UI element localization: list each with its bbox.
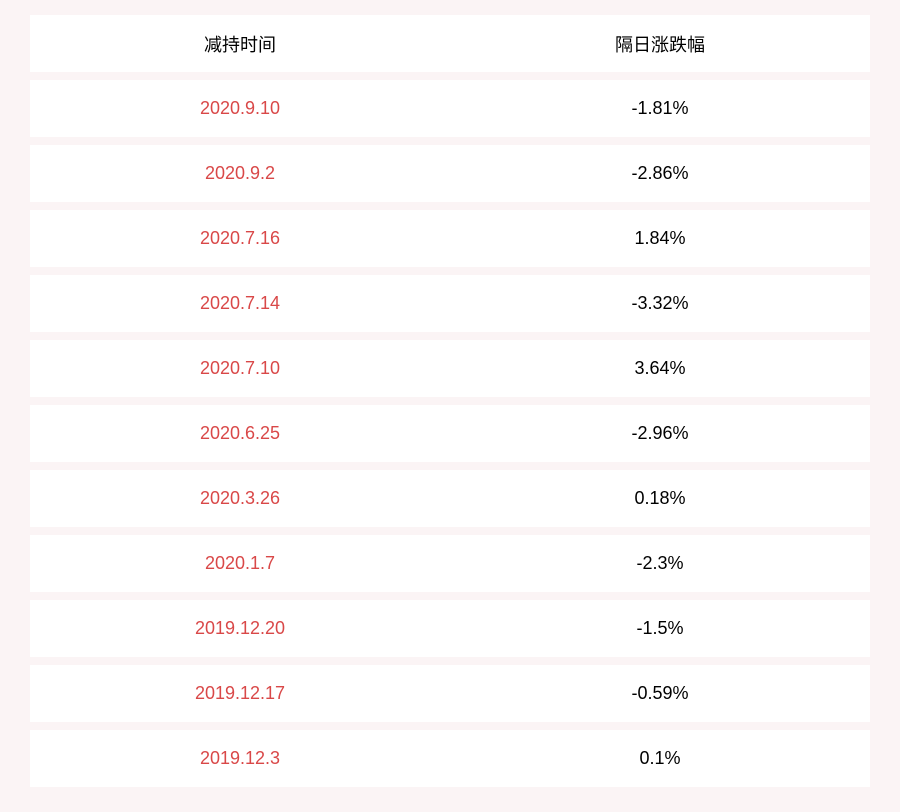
change-cell: -2.96% bbox=[450, 423, 870, 444]
table-row: 2020.9.10-1.81% bbox=[30, 80, 870, 137]
table-header-row: 减持时间 隔日涨跌幅 bbox=[30, 15, 870, 72]
table-row: 2020.3.260.18% bbox=[30, 470, 870, 527]
table-body: 2020.9.10-1.81% 2020.9.2-2.86% 2020.7.161.… bbox=[30, 80, 870, 787]
table-row: 2019.12.17-0.59% bbox=[30, 665, 870, 722]
header-date: 减持时间 bbox=[30, 31, 450, 57]
change-cell: 0.18% bbox=[450, 488, 870, 509]
date-cell: 2019.12.17 bbox=[30, 683, 450, 704]
change-cell: 3.64% bbox=[450, 358, 870, 379]
header-change: 隔日涨跌幅 bbox=[450, 31, 870, 57]
date-cell: 2020.9.2 bbox=[30, 163, 450, 184]
date-cell: 2020.6.25 bbox=[30, 423, 450, 444]
table-row: 2020.7.161.84% bbox=[30, 210, 870, 267]
change-cell: -2.3% bbox=[450, 553, 870, 574]
table-row: 2020.7.14-3.32% bbox=[30, 275, 870, 332]
date-cell: 2020.1.7 bbox=[30, 553, 450, 574]
table-row: 2019.12.20-1.5% bbox=[30, 600, 870, 657]
table-row: 2019.12.30.1% bbox=[30, 730, 870, 787]
change-cell: -0.59% bbox=[450, 683, 870, 704]
table-row: 2020.1.7-2.3% bbox=[30, 535, 870, 592]
change-cell: -1.81% bbox=[450, 98, 870, 119]
table-row: 2020.7.103.64% bbox=[30, 340, 870, 397]
change-cell: 0.1% bbox=[450, 748, 870, 769]
date-cell: 2020.7.16 bbox=[30, 228, 450, 249]
change-cell: 1.84% bbox=[450, 228, 870, 249]
date-cell: 2020.7.10 bbox=[30, 358, 450, 379]
date-cell: 2020.9.10 bbox=[30, 98, 450, 119]
change-cell: -2.86% bbox=[450, 163, 870, 184]
change-cell: -1.5% bbox=[450, 618, 870, 639]
date-cell: 2019.12.3 bbox=[30, 748, 450, 769]
change-cell: -3.32% bbox=[450, 293, 870, 314]
data-table: 减持时间 隔日涨跌幅 2020.9.10-1.81% 2020.9.2-2.86%… bbox=[30, 15, 870, 787]
date-cell: 2020.7.14 bbox=[30, 293, 450, 314]
table-row: 2020.9.2-2.86% bbox=[30, 145, 870, 202]
date-cell: 2020.3.26 bbox=[30, 488, 450, 509]
table-row: 2020.6.25-2.96% bbox=[30, 405, 870, 462]
date-cell: 2019.12.20 bbox=[30, 618, 450, 639]
